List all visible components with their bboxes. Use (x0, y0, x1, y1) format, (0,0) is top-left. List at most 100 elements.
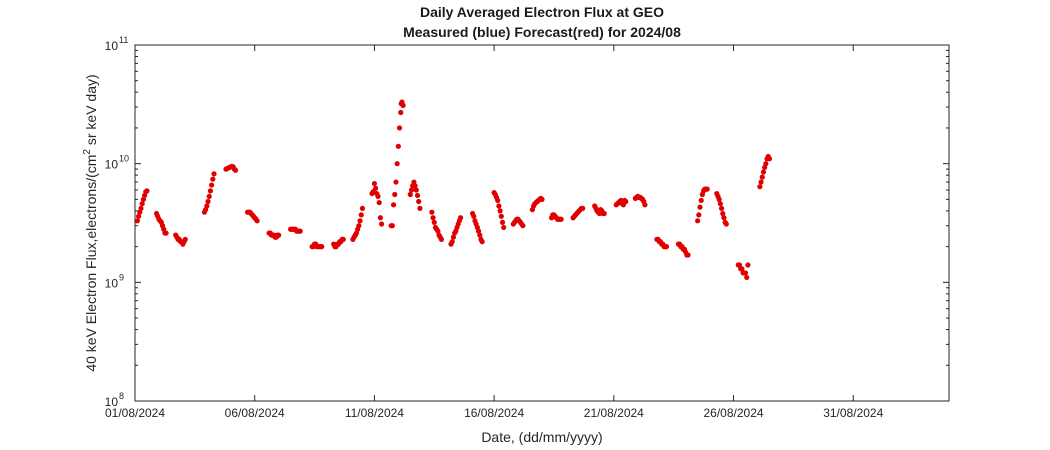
y-axis-label: 40 keV Electron Flux,electrons/(cm2 sr k… (82, 74, 99, 371)
data-point (134, 218, 140, 224)
x-axis: 01/08/2024 06/08/2024 11/08/2024 16/08/2024… (105, 45, 884, 420)
data-point (718, 205, 725, 211)
data-point (378, 221, 385, 227)
data-point (204, 203, 210, 209)
data-point (623, 198, 629, 205)
data-point (435, 228, 441, 234)
data-point (642, 202, 648, 208)
data-point (742, 270, 749, 276)
data-point (558, 216, 564, 222)
data-point (276, 232, 282, 238)
data-point (340, 236, 346, 243)
data-point (206, 193, 212, 199)
data-point (720, 210, 726, 217)
x-tick-label: 26/08/2024 (703, 406, 763, 420)
y-tick-exponent: 8 (119, 391, 124, 401)
data-point (394, 161, 400, 167)
x-tick-label: 01/08/2024 (105, 406, 165, 420)
data-series (134, 99, 773, 281)
y-tick-label: 10 (105, 276, 119, 290)
data-point (163, 230, 169, 236)
y-tick-exponent: 10 (119, 154, 129, 164)
data-point (413, 187, 419, 193)
data-point (375, 193, 381, 199)
data-point (205, 198, 211, 205)
data-point (359, 205, 366, 211)
data-point (471, 213, 477, 219)
data-point (495, 197, 501, 204)
chart-title: Daily Averaged Electron Flux at GEO (420, 4, 664, 20)
x-tick-label: 21/08/2024 (584, 406, 644, 420)
data-point (479, 239, 485, 245)
data-point (759, 174, 765, 180)
data-point (438, 236, 445, 243)
data-point (449, 239, 455, 245)
data-point (182, 236, 188, 243)
data-point (390, 202, 397, 208)
data-point (539, 196, 545, 202)
data-point (429, 209, 435, 215)
data-point (140, 196, 146, 202)
data-point (739, 266, 745, 272)
y-axis-label-superscript: 2 (82, 149, 93, 155)
data-point (393, 179, 399, 185)
data-point (297, 228, 303, 234)
data-point (431, 219, 437, 225)
data-point (477, 232, 483, 238)
x-tick-label: 06/08/2024 (225, 406, 285, 420)
data-point (400, 102, 406, 108)
data-point (580, 205, 586, 211)
data-point (698, 197, 704, 204)
data-point (138, 205, 144, 211)
data-point (377, 215, 383, 221)
data-point (501, 224, 507, 231)
data-point (744, 274, 750, 281)
data-point (763, 161, 769, 167)
data-point (209, 182, 215, 188)
data-point (371, 180, 378, 187)
plot-area-frame (134, 44, 950, 402)
data-point (695, 218, 701, 224)
data-point (497, 208, 503, 214)
data-point (745, 262, 751, 268)
data-point (697, 204, 703, 210)
data-point (498, 213, 504, 219)
data-point (139, 201, 145, 207)
data-point (430, 215, 436, 221)
data-point (663, 244, 670, 250)
data-point (144, 188, 150, 194)
data-point (373, 185, 379, 191)
y-tick-label: 10 (105, 39, 119, 53)
data-point (232, 167, 239, 173)
y-axis-label-suffix: sr keV day) (83, 74, 99, 149)
data-point (760, 169, 767, 175)
data-point (356, 223, 362, 229)
data-point (716, 196, 722, 202)
data-point (407, 191, 413, 198)
y-tick-label: 10 (105, 395, 119, 409)
data-point (696, 212, 702, 218)
data-point (207, 188, 214, 194)
data-point (757, 184, 763, 190)
data-point (601, 210, 607, 217)
data-point (357, 218, 363, 224)
data-point (211, 171, 217, 177)
data-point (392, 191, 398, 198)
y-axis-label-prefix: 40 keV Electron Flux,electrons/(cm (83, 155, 99, 372)
data-point (376, 199, 382, 206)
data-point (389, 223, 395, 229)
data-point (520, 223, 526, 229)
data-point (417, 205, 423, 211)
data-point (319, 244, 325, 250)
data-point (408, 187, 415, 193)
x-tick-label: 31/08/2024 (823, 406, 883, 420)
data-point (450, 234, 457, 240)
data-point (358, 212, 364, 218)
data-point (475, 228, 482, 234)
data-point (499, 219, 506, 225)
x-axis-label: Date, (dd/mm/yyyy) (481, 429, 602, 445)
data-point (395, 143, 401, 149)
data-point (496, 203, 502, 209)
